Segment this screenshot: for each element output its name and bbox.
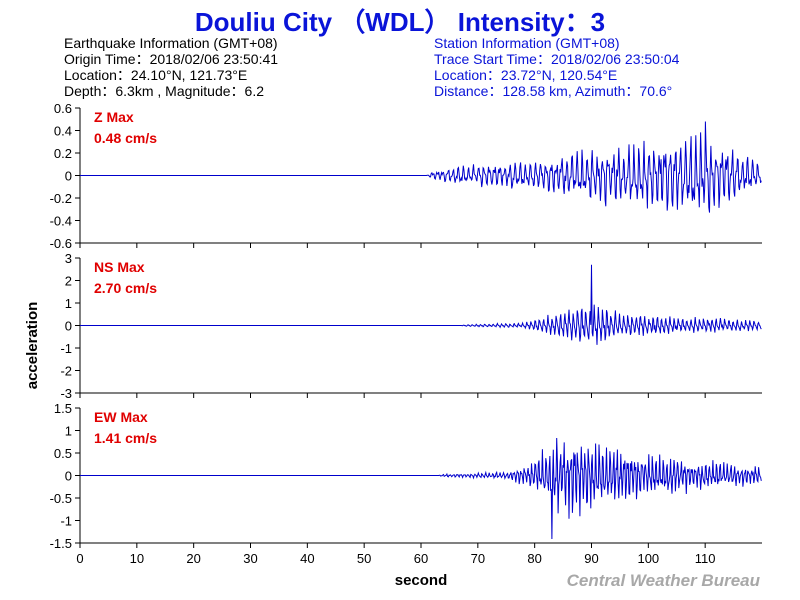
- z-y-tick-label: -0.6: [50, 236, 72, 251]
- z-max-title: Z Max: [94, 109, 134, 125]
- x-axis-label: second: [395, 572, 448, 589]
- z-max-value: 0.48 cm/s: [94, 130, 157, 146]
- earthquake-info-block: Earthquake Information (GMT+08) Origin T…: [64, 35, 278, 99]
- ew-y-tick-label: -1.5: [50, 536, 72, 551]
- ew-y-tick-label: 0.5: [54, 446, 72, 461]
- distance-azimuth: Distance：128.58 km, Azimuth：70.6°: [434, 83, 673, 99]
- ew-max-value: 1.41 cm/s: [94, 430, 157, 446]
- x-tick-label: 60: [414, 551, 428, 566]
- trace-start-time: Trace Start Time：2018/02/06 23:50:04: [434, 51, 680, 67]
- depth-magnitude: Depth：6.3km , Magnitude：6.2: [64, 83, 264, 99]
- y-axis-label: acceleration: [24, 302, 41, 390]
- z-y-tick-label: 0: [65, 169, 72, 184]
- chart-title: Douliu City （WDL） Intensity：3: [194, 7, 606, 37]
- ew-y-tick-label: 0: [65, 469, 72, 484]
- ew-y-tick-label: 1.5: [54, 401, 72, 416]
- ew-y-tick-label: 1: [65, 424, 72, 439]
- z-y-tick-label: -0.4: [50, 214, 72, 229]
- z-waveform: [80, 121, 762, 213]
- credit-label: Central Weather Bureau: [566, 571, 760, 590]
- x-tick-label: 0: [76, 551, 83, 566]
- ns-y-tick-label: 1: [65, 296, 72, 311]
- ns-max-value: 2.70 cm/s: [94, 280, 157, 296]
- ns-y-tick-label: 0: [65, 319, 72, 334]
- x-tick-label: 30: [243, 551, 257, 566]
- ns-y-tick-label: -1: [60, 341, 72, 356]
- station-info-heading: Station Information (GMT+08): [434, 35, 620, 51]
- ns-y-tick-label: -2: [60, 364, 72, 379]
- ns-y-tick-label: 2: [65, 274, 72, 289]
- z-y-tick-label: 0.4: [54, 124, 72, 139]
- earthquake-info-heading: Earthquake Information (GMT+08): [64, 35, 278, 51]
- ns-y-tick-label: -3: [60, 386, 72, 401]
- station-info-block: Station Information (GMT+08) Trace Start…: [434, 35, 679, 99]
- x-tick-label: 80: [527, 551, 541, 566]
- ns-waveform: [80, 264, 762, 345]
- z-y-tick-label: 0.2: [54, 146, 72, 161]
- z-y-tick-label: 0.6: [54, 101, 72, 116]
- x-tick-label: 10: [130, 551, 144, 566]
- station-location: Location：23.72°N, 120.54°E: [434, 67, 618, 83]
- ew-max-title: EW Max: [94, 409, 148, 425]
- x-tick-label: 40: [300, 551, 314, 566]
- ew-y-tick-label: -1: [60, 514, 72, 529]
- x-tick-label: 50: [357, 551, 371, 566]
- ns-max-title: NS Max: [94, 259, 145, 275]
- x-tick-label: 100: [637, 551, 659, 566]
- z-y-tick-label: -0.2: [50, 191, 72, 206]
- x-tick-label: 90: [584, 551, 598, 566]
- x-tick-label: 20: [186, 551, 200, 566]
- ew-waveform: [80, 437, 762, 540]
- ew-y-tick-label: -0.5: [50, 491, 72, 506]
- ns-y-tick-label: 3: [65, 251, 72, 266]
- origin-time: Origin Time：2018/02/06 23:50:41: [64, 51, 279, 67]
- epicenter-location: Location：24.10°N, 121.73°E: [64, 67, 248, 83]
- x-tick-label: 110: [695, 551, 716, 566]
- x-tick-label: 70: [471, 551, 485, 566]
